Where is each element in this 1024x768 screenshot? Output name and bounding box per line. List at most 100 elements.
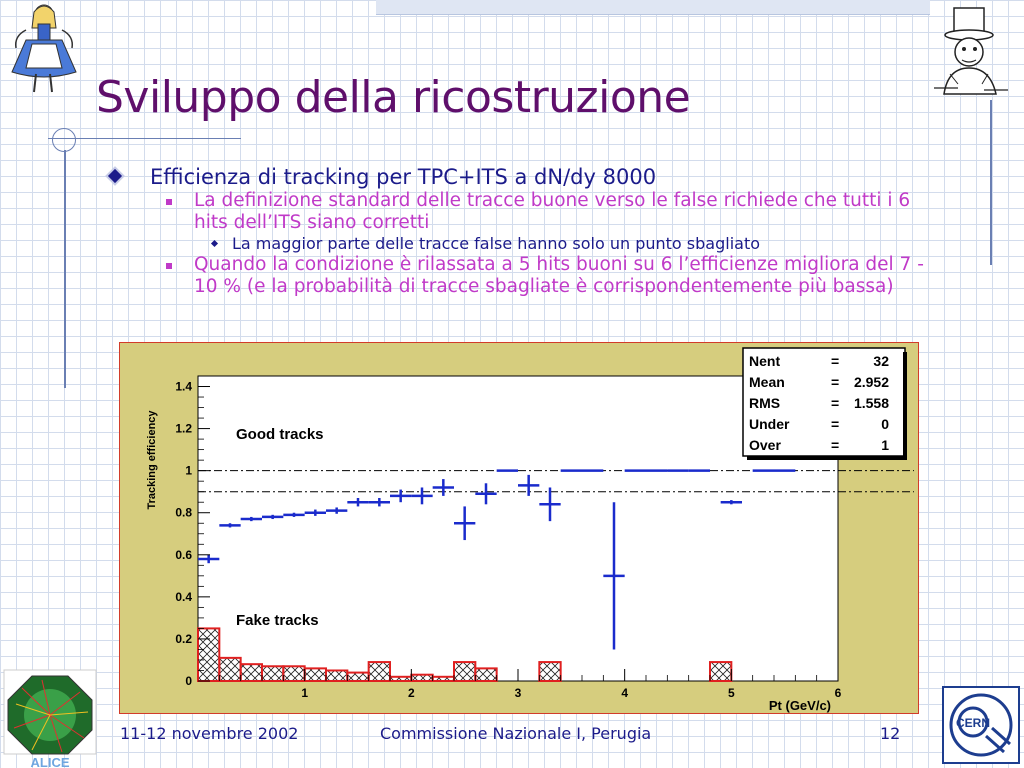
bullet-level1: Efficienza di tracking per TPC+ITS a dN/… xyxy=(107,164,948,190)
cern-logo: CERN xyxy=(942,686,1020,764)
footer-page-number: 12 xyxy=(880,724,901,743)
good-tracks-point xyxy=(240,516,262,522)
bullet-text: La definizione standard delle tracce buo… xyxy=(194,190,911,233)
stats-value: 1.558 xyxy=(854,395,889,411)
good-tracks-point xyxy=(390,489,412,503)
stats-value: 32 xyxy=(873,353,889,369)
y-tick-label: 1 xyxy=(185,464,192,478)
good-tracks-point xyxy=(283,512,305,517)
square-bullet-icon xyxy=(166,199,172,205)
bullet-text: Quando la condizione è rilassata a 5 hit… xyxy=(194,254,924,297)
stats-equals: = xyxy=(831,353,839,369)
tracking-efficiency-chart: 0 0.2 0.4 0.6 0.8 1 1.2 1.4 1 2 3 4 5 6 Tracking eff… xyxy=(119,342,919,714)
bullet-level3: La maggior parte delle tracce false hann… xyxy=(108,234,948,254)
stats-label: Mean xyxy=(749,374,785,390)
stats-equals: = xyxy=(831,437,839,453)
footer-venue: Commissione Nazionale I, Perugia xyxy=(380,724,652,743)
decor-circle xyxy=(52,128,76,152)
y-tick-label: 0 xyxy=(185,674,192,688)
fake-tracks-bar xyxy=(709,661,733,683)
good-tracks-point xyxy=(454,506,476,541)
fake-tracks-bar xyxy=(303,667,328,682)
decor-line-title xyxy=(48,138,241,139)
fake-tracks-bar xyxy=(474,667,498,682)
y-tick-label: 0.2 xyxy=(175,632,192,646)
x-tick-label: 3 xyxy=(515,686,522,700)
good-tracks-point xyxy=(720,500,742,505)
y-axis-label: Tracking efficiency xyxy=(146,410,158,510)
annotation-good-tracks: Good tracks xyxy=(236,426,324,443)
x-tick-label: 6 xyxy=(835,686,842,700)
y-tick-label: 0.8 xyxy=(175,506,192,520)
fake-tracks-bar xyxy=(261,665,285,682)
stats-label: Nent xyxy=(749,353,780,369)
slide-title: Sviluppo della ricostruzione xyxy=(96,72,691,123)
cern-logo-text: CERN xyxy=(956,716,990,730)
good-tracks-series xyxy=(198,469,796,650)
y-tick-label: 1.4 xyxy=(175,380,192,394)
square-bullet-icon xyxy=(166,263,172,269)
stats-equals: = xyxy=(831,395,839,411)
stats-value: 1 xyxy=(881,437,889,453)
decor-line-left xyxy=(64,150,66,388)
stats-equals: = xyxy=(831,374,839,390)
fake-tracks-bar xyxy=(346,671,370,683)
stats-label: Under xyxy=(749,416,790,432)
y-tick-label: 1.2 xyxy=(175,422,192,436)
good-tracks-point xyxy=(198,554,220,564)
small-diamond-bullet-icon xyxy=(210,239,219,248)
fake-tracks-bar xyxy=(197,627,221,682)
fake-tracks-bar xyxy=(538,661,562,683)
mad-hatter-illustration xyxy=(934,7,1008,95)
good-tracks-point xyxy=(518,474,540,496)
plot-frame xyxy=(197,375,839,682)
good-tracks-point xyxy=(304,509,326,516)
good-tracks-point xyxy=(475,483,497,505)
bullet-level2: La definizione standard delle tracce buo… xyxy=(108,190,948,234)
x-tick-label: 2 xyxy=(408,686,415,700)
alice-logo: ALICE xyxy=(3,669,97,768)
stats-label: Over xyxy=(749,437,781,453)
fake-tracks-bar xyxy=(282,665,306,682)
x-tick-label: 1 xyxy=(301,686,308,700)
stats-value: 2.952 xyxy=(854,374,889,390)
y-tick-label: 0.6 xyxy=(175,548,192,562)
good-tracks-point xyxy=(411,487,433,505)
stats-label: RMS xyxy=(749,395,780,411)
top-banner xyxy=(376,0,930,15)
good-tracks-point xyxy=(368,498,390,507)
stats-equals: = xyxy=(831,416,839,432)
good-tracks-point xyxy=(432,479,454,496)
decor-line-right xyxy=(990,100,992,265)
x-tick-label: 5 xyxy=(728,686,735,700)
fake-tracks-bar xyxy=(367,661,392,683)
good-tracks-point xyxy=(603,502,625,650)
fake-tracks-bar xyxy=(410,673,434,683)
diamond-bullet-icon xyxy=(107,168,123,184)
y-axis: 0 0.2 0.4 0.6 0.8 1 1.2 1.4 xyxy=(175,380,210,688)
fake-tracks-bar xyxy=(389,675,413,682)
annotation-fake-tracks: Fake tracks xyxy=(236,612,319,629)
bullet-text: La maggior parte delle tracce false hann… xyxy=(232,234,761,253)
fake-tracks-bar xyxy=(325,669,349,682)
y-tick-label: 0.4 xyxy=(175,590,192,604)
good-tracks-point xyxy=(219,523,241,528)
alice-illustration xyxy=(11,4,77,93)
fake-tracks-bar xyxy=(239,663,263,683)
fake-tracks-bar xyxy=(453,661,477,683)
stats-value: 0 xyxy=(881,416,889,432)
bullet-list: Efficienza di tracking per TPC+ITS a dN/… xyxy=(107,164,948,298)
alice-logo-text: ALICE xyxy=(31,755,70,768)
x-tick-label: 4 xyxy=(621,686,628,700)
good-tracks-point xyxy=(326,507,348,514)
fake-tracks-histogram xyxy=(197,627,733,683)
good-tracks-point xyxy=(262,514,284,520)
fake-tracks-bar xyxy=(431,675,455,682)
bullet-text: Efficienza di tracking per TPC+ITS a dN/… xyxy=(150,165,657,189)
bullet-level2: Quando la condizione è rilassata a 5 hit… xyxy=(108,254,948,298)
x-axis-label: Pt (GeV/c) xyxy=(769,698,831,713)
footer-date: 11-12 novembre 2002 xyxy=(120,724,299,743)
stats-box: Nent = 32 Mean = 2.952 RMS = 1.558 Under = 0 Over = 1 xyxy=(742,347,907,460)
x-axis: 1 2 3 4 5 6 xyxy=(218,669,842,700)
fake-tracks-bar xyxy=(218,656,242,682)
